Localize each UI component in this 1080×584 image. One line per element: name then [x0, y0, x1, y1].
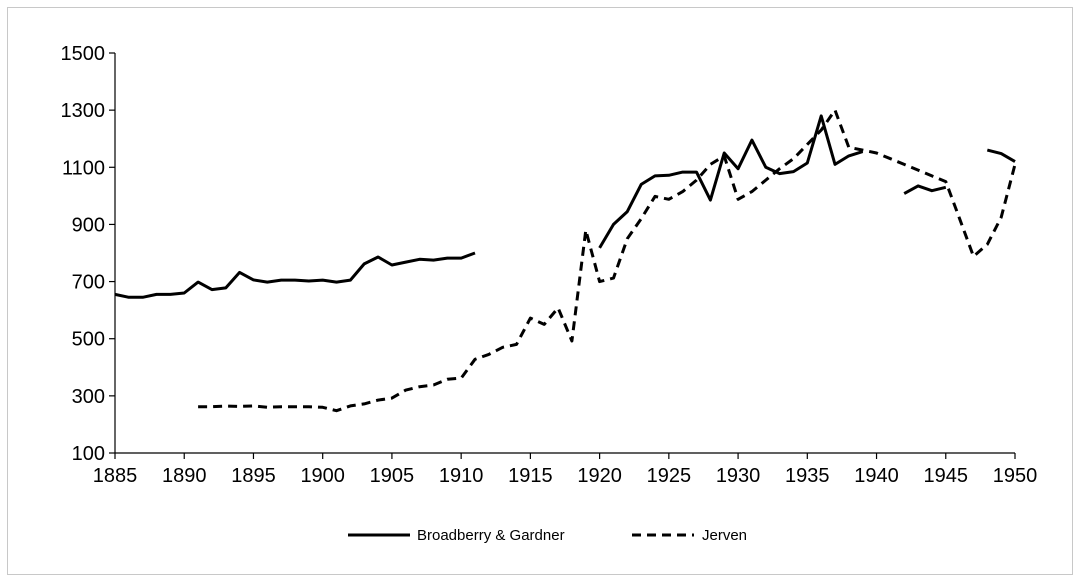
x-tick-label: 1900: [300, 465, 345, 487]
x-tick-label: 1920: [577, 465, 622, 487]
axes: [114, 53, 1015, 454]
x-tick-label: 1890: [162, 465, 207, 487]
x-tick-label: 1915: [508, 465, 553, 487]
series-line-segment: [903, 184, 947, 195]
series-line-segment: [598, 114, 864, 249]
series-line-segment: [114, 251, 476, 299]
x-tick-label: 1885: [93, 465, 138, 487]
series-lines: [114, 108, 1017, 413]
y-tick-label: 500: [72, 329, 105, 351]
x-tick-label: 1945: [924, 465, 969, 487]
x-tick-label: 1910: [439, 465, 484, 487]
y-tick-label: 100: [72, 443, 105, 465]
legend-label: Broadberry & Gardner: [417, 527, 565, 544]
series-line-segment: [198, 108, 1017, 413]
x-tick-label: 1930: [716, 465, 761, 487]
legend: Broadberry & Gardner Jerven: [348, 527, 747, 544]
x-tick-label: 1940: [854, 465, 899, 487]
series-broadberry-gardner: [114, 114, 1016, 299]
y-tick-label: 1300: [61, 100, 106, 122]
y-tick-label: 1100: [62, 157, 105, 179]
x-tick-label: 1895: [231, 465, 276, 487]
x-tick-label: 1935: [785, 465, 830, 487]
y-tick-label: 700: [72, 272, 105, 294]
legend-item: Broadberry & Gardner: [348, 527, 565, 544]
legend-item: Jerven: [632, 527, 747, 544]
y-axis-ticks: 100 300 500 700 900 1100 1300 1500: [61, 43, 115, 465]
y-tick-label: 1500: [61, 43, 106, 65]
y-tick-label: 900: [72, 214, 105, 236]
y-tick-label: 300: [72, 386, 105, 408]
legend-label: Jerven: [702, 527, 747, 544]
x-tick-label: 1905: [370, 465, 415, 487]
series-line-segment: [986, 148, 1016, 163]
x-tick-label: 1950: [993, 465, 1038, 487]
x-tick-label: 1925: [647, 465, 692, 487]
series-jerven: [198, 108, 1017, 413]
x-axis-ticks: 1885 1890 1895 1900 1905 1910 1915 1920 1925 1930…: [93, 453, 1038, 487]
